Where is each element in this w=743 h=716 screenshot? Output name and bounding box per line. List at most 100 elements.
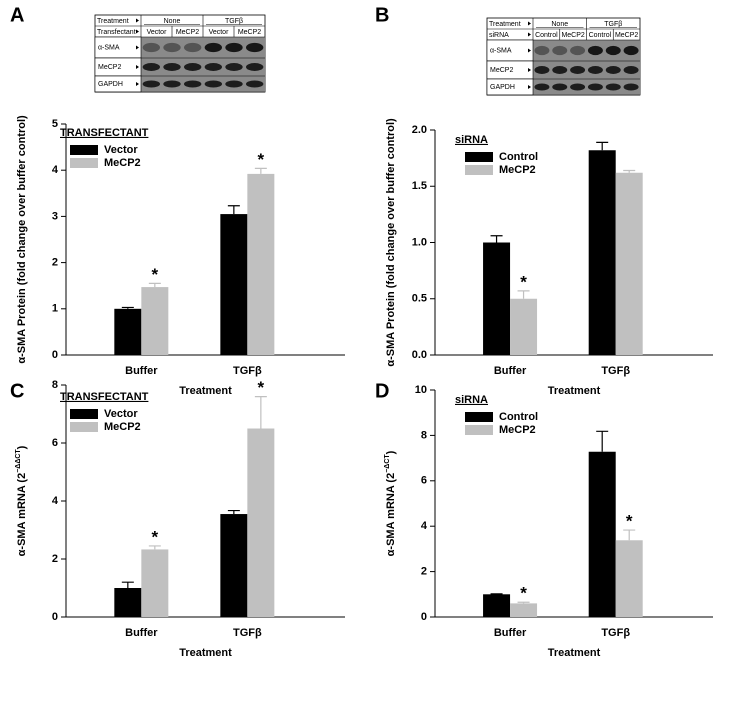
blot-band [570,66,586,74]
y-tick-label: 6 [52,437,58,449]
error-bar [254,396,267,429]
blot-arrow [136,45,139,50]
y-axis-label: α-SMA Protein (fold change over buffer c… [385,118,397,367]
blot-header-group: Vector [209,29,230,36]
y-tick-label: 6 [421,475,427,487]
y-tick-label: 4 [421,520,428,532]
blot-arrow [136,18,139,23]
error-bar [623,529,636,541]
y-tick-label: 8 [421,429,427,441]
blot-band [587,83,603,91]
significance-marker: * [626,512,633,531]
legend-title: TRANSFECTANT [60,127,149,139]
significance-marker: * [152,265,159,284]
bar [247,173,275,355]
legend-swatch [70,158,98,168]
blot-band [605,45,621,56]
blot-row-label: MeCP2 [98,64,121,71]
y-tick-label: 0.0 [412,349,427,361]
error-bar [254,167,267,174]
error-bar [148,545,161,550]
blot-band [623,83,639,91]
y-tick-label: 0.5 [412,293,427,305]
legend-title: siRNA [455,394,488,406]
blot-image [533,40,640,95]
x-axis-label: Treatment [179,647,232,659]
legend-label: Control [499,411,538,423]
y-tick-label: 2 [52,553,58,565]
x-tick-label: TGFβ [601,627,630,639]
legend-label: MeCP2 [104,157,141,169]
blot-band [142,63,161,71]
bar [588,150,616,355]
y-tick-label: 2 [52,257,58,269]
bar [220,214,248,355]
bar [114,308,142,355]
bar [615,540,643,617]
blot-band [623,66,639,74]
bar [220,514,248,617]
legend-swatch [465,425,493,435]
y-axis-label-sup: −ΔΔCT [15,449,22,473]
blot-band [245,80,264,88]
blot-header-group: None [164,18,181,25]
blot-band [605,66,621,74]
legend-label: MeCP2 [499,164,536,176]
bar [615,172,643,355]
x-tick-label: TGFβ [233,627,262,639]
blot-band [605,83,621,91]
x-tick-label: Buffer [125,627,158,639]
significance-marker: * [520,584,527,603]
blot-arrow [136,65,139,69]
blot-band [204,80,223,88]
bar [141,287,169,355]
bar [510,603,538,617]
legend-label: Control [499,151,538,163]
panel-letter: D [375,380,389,402]
blot-band [552,83,568,91]
blot-header-group: MeCP2 [238,29,261,36]
blot-band [204,63,223,71]
x-axis-label: Treatment [548,647,601,659]
blot-band [245,42,264,53]
error-bar [227,509,240,515]
significance-marker: * [258,378,265,397]
error-bar [121,306,134,309]
legend-title: TRANSFECTANT [60,391,149,403]
x-tick-label: Buffer [125,365,158,377]
blot-header-label: siRNA [489,32,509,39]
blot-header-group: Control [535,32,558,39]
significance-marker: * [520,272,527,291]
panel-letter: A [10,4,24,26]
legend-swatch [465,165,493,175]
legend-swatch [70,409,98,419]
legend-swatch [70,145,98,155]
blot-row-label: α-SMA [490,47,512,54]
blot-header-group: MeCP2 [615,32,638,39]
bar [114,588,142,617]
y-tick-label: 0 [52,349,58,361]
blot-arrow [136,82,139,86]
blot-band [587,45,603,56]
y-tick-label: 4 [52,495,59,507]
significance-marker: * [258,150,265,169]
bar [483,594,511,617]
blot-row-label: GAPDH [490,84,515,91]
blot-band [183,63,202,71]
legend-title: siRNA [455,134,488,146]
error-bar [121,581,134,588]
y-tick-label: 0 [421,611,427,623]
bar [141,549,169,617]
blot-band [534,45,550,56]
x-tick-label: TGFβ [601,365,630,377]
y-axis-label-text: α-SMA mRNA (2 [16,473,28,557]
blot-arrow [528,21,531,26]
error-bar [623,169,636,173]
error-bar [517,290,530,299]
legend-swatch [465,152,493,162]
blot-band [225,42,243,53]
y-tick-label: 2.0 [412,124,427,136]
legend-label: Vector [104,144,138,156]
blot-band [570,45,586,56]
legend-label: MeCP2 [499,424,536,436]
